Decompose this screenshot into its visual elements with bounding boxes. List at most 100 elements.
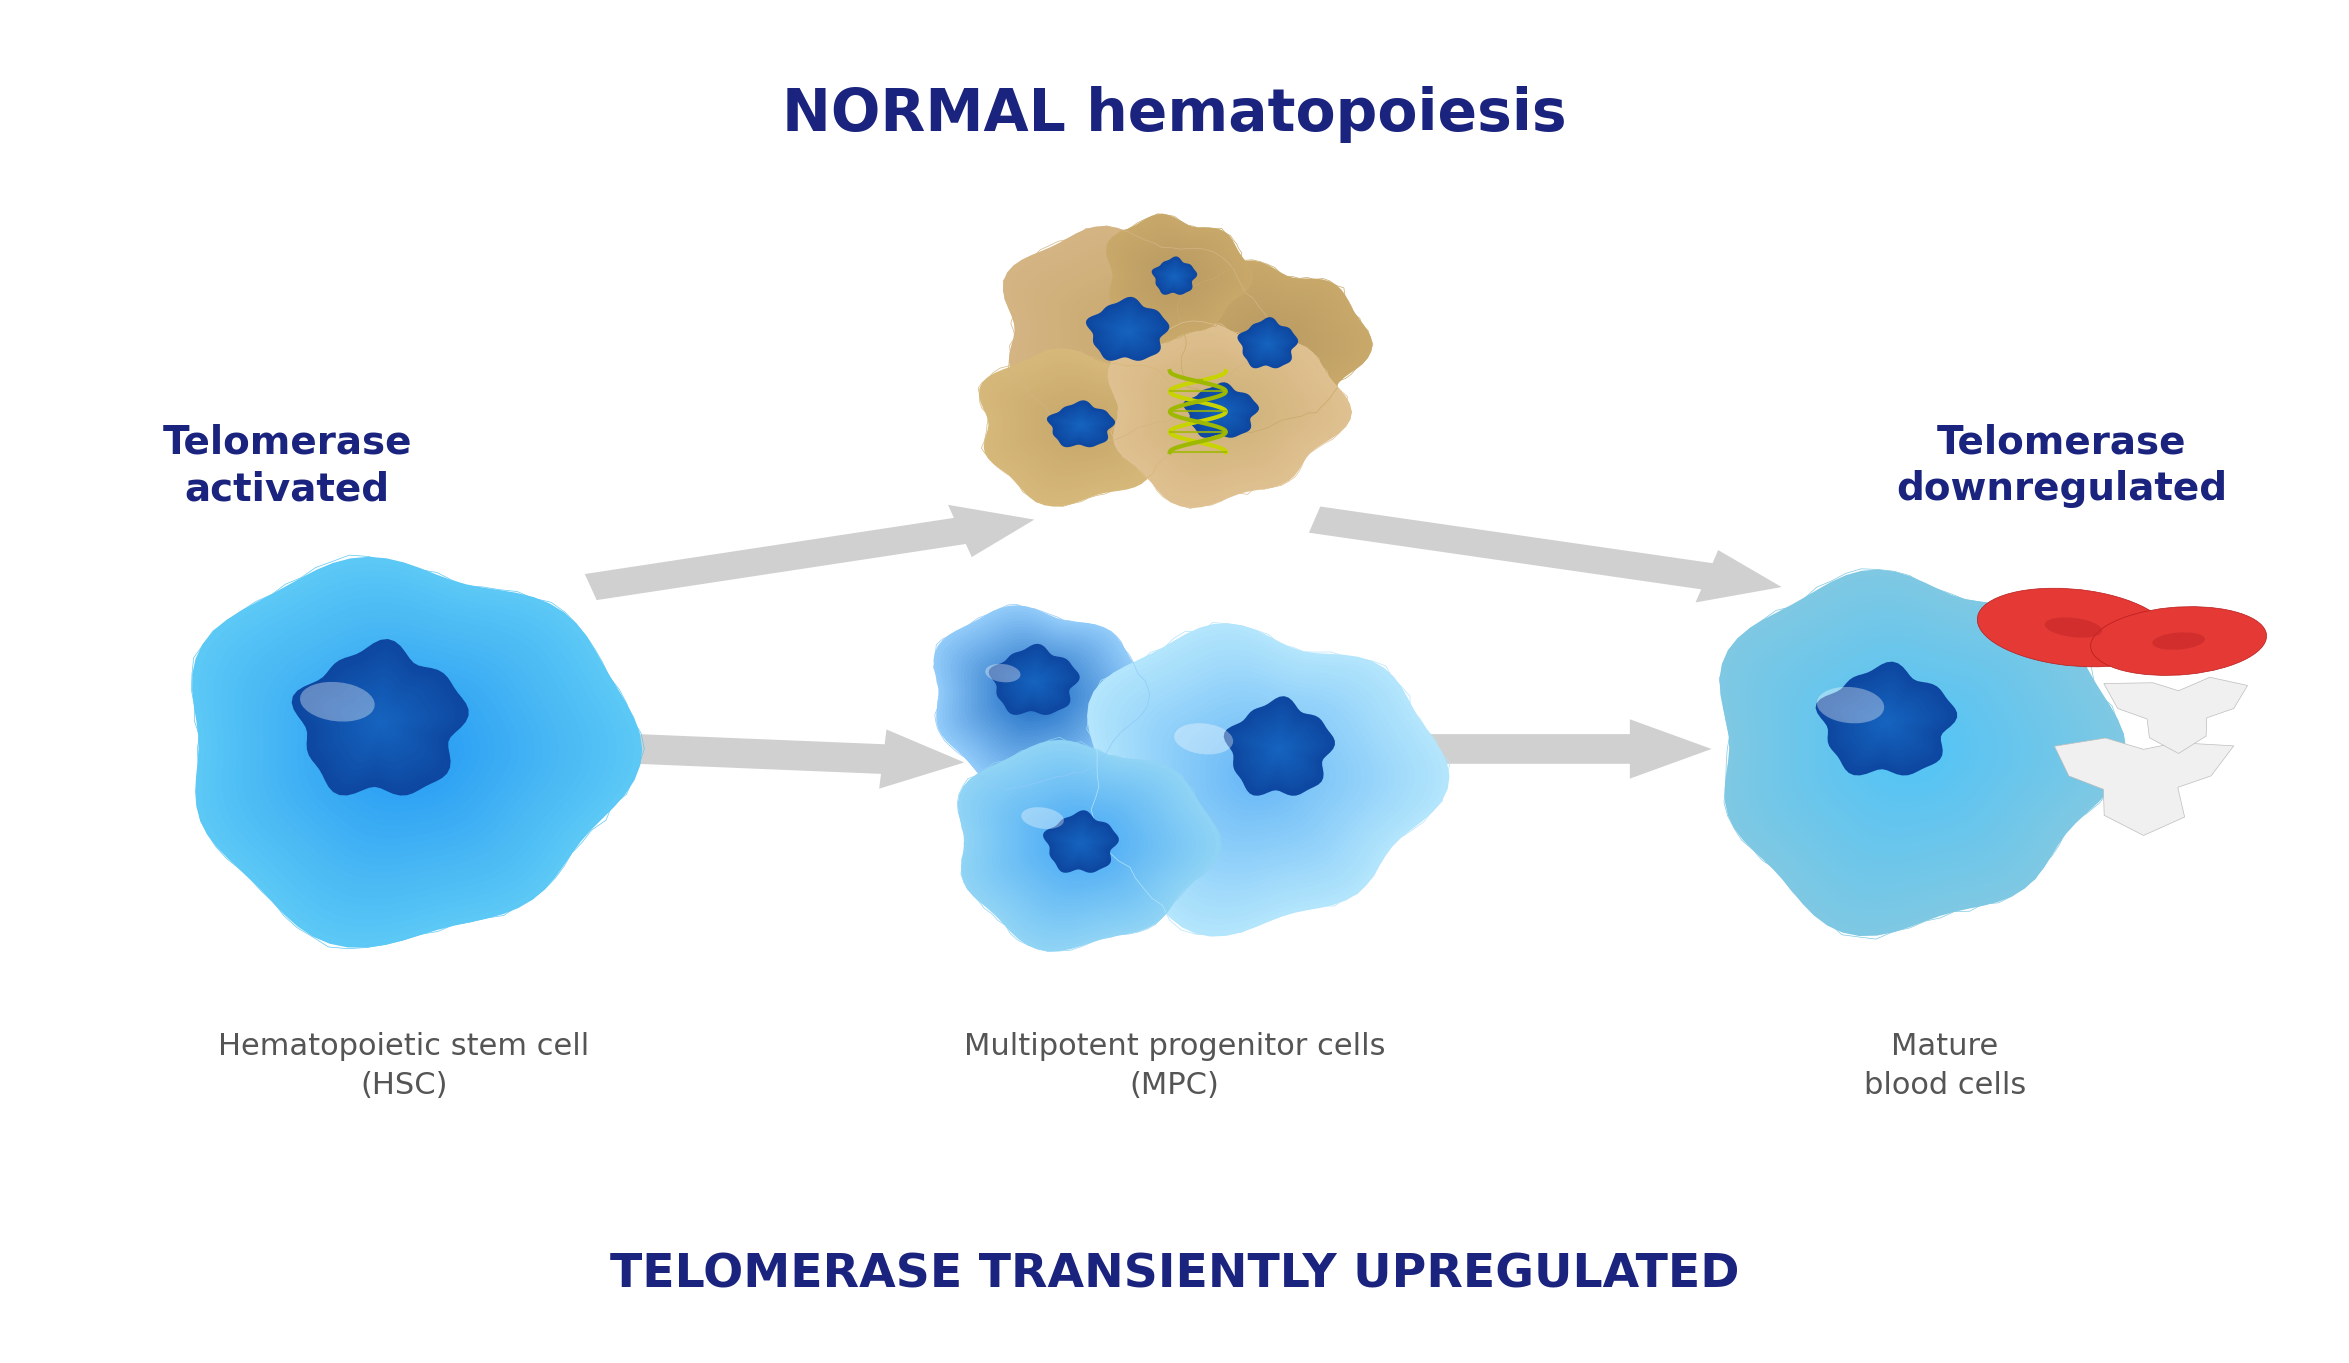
Polygon shape [1271,741,1287,756]
Polygon shape [1259,731,1299,766]
Polygon shape [322,668,437,770]
Polygon shape [214,577,618,927]
Polygon shape [1170,273,1179,281]
Polygon shape [1257,335,1278,353]
Polygon shape [1073,837,1088,849]
Polygon shape [345,699,465,800]
Polygon shape [1111,324,1346,504]
Polygon shape [1264,342,1271,348]
Polygon shape [961,630,1116,762]
Polygon shape [1229,309,1311,380]
Polygon shape [1247,326,1290,364]
Polygon shape [1217,409,1224,414]
Polygon shape [1022,672,1045,690]
Polygon shape [1045,262,1219,402]
Polygon shape [1059,410,1102,439]
Polygon shape [1071,417,1092,432]
Text: Telomerase
activated: Telomerase activated [162,423,411,508]
Polygon shape [1137,241,1217,312]
Polygon shape [1877,720,1943,778]
Polygon shape [1015,665,1055,696]
Polygon shape [1031,680,1036,683]
Polygon shape [1102,311,1153,352]
Polygon shape [390,736,418,762]
Polygon shape [1022,380,1149,472]
Polygon shape [1163,266,1186,286]
Polygon shape [1264,733,1297,763]
Polygon shape [1043,810,1118,872]
Polygon shape [1071,836,1090,851]
Polygon shape [1116,320,1142,341]
Polygon shape [1184,266,1365,427]
Polygon shape [1085,297,1170,361]
Polygon shape [1055,821,1106,864]
Polygon shape [1059,273,1205,391]
Ellipse shape [1978,589,2170,667]
Polygon shape [1120,228,1236,328]
Polygon shape [1132,339,1322,487]
Polygon shape [291,647,526,852]
Polygon shape [984,652,1090,740]
Polygon shape [1219,410,1224,413]
Polygon shape [963,743,1217,947]
Polygon shape [637,729,965,789]
Polygon shape [1055,405,1109,443]
Polygon shape [1022,671,1048,691]
Polygon shape [980,349,1198,507]
Polygon shape [1825,671,1947,767]
Polygon shape [1884,725,1938,773]
Polygon shape [1266,736,1294,761]
Polygon shape [1099,634,1435,925]
Polygon shape [1001,364,1172,489]
Polygon shape [1167,271,1182,282]
Polygon shape [1031,387,1137,463]
Polygon shape [242,602,583,900]
Polygon shape [296,654,519,845]
Polygon shape [1221,300,1320,390]
Polygon shape [1160,263,1189,289]
Polygon shape [1081,424,1083,427]
Polygon shape [1240,320,1294,365]
Polygon shape [1158,263,1191,292]
Polygon shape [1036,806,1130,880]
Polygon shape [1828,673,1999,826]
Polygon shape [270,628,552,872]
Polygon shape [1214,408,1226,416]
Polygon shape [1196,391,1247,429]
Polygon shape [1221,747,1292,806]
Polygon shape [1196,391,1250,432]
Polygon shape [1820,667,2006,833]
Polygon shape [1245,717,1313,777]
Polygon shape [1184,384,1257,436]
Polygon shape [1003,656,1066,705]
Polygon shape [1884,718,1891,725]
Polygon shape [1078,423,1085,428]
Polygon shape [982,761,1191,928]
Polygon shape [1024,244,1245,421]
Polygon shape [996,662,1073,728]
Polygon shape [1050,816,1111,867]
Polygon shape [1214,406,1229,417]
Polygon shape [937,608,1144,785]
Polygon shape [1017,680,1052,710]
Polygon shape [352,705,456,793]
Polygon shape [1099,307,1158,354]
Ellipse shape [1174,724,1233,755]
Polygon shape [996,361,1177,492]
Polygon shape [991,657,1081,733]
Polygon shape [256,616,566,886]
Polygon shape [982,352,1193,503]
Polygon shape [1184,711,1337,842]
Polygon shape [1095,304,1160,354]
Polygon shape [1229,702,1330,791]
Polygon shape [1064,829,1097,856]
Polygon shape [1165,368,1283,457]
Polygon shape [207,570,625,934]
Polygon shape [1041,259,1226,406]
Polygon shape [1158,361,1292,463]
Polygon shape [1212,292,1332,398]
Polygon shape [1118,225,1238,331]
Polygon shape [1069,417,1092,433]
Polygon shape [1167,270,1182,284]
Polygon shape [1308,507,1781,602]
